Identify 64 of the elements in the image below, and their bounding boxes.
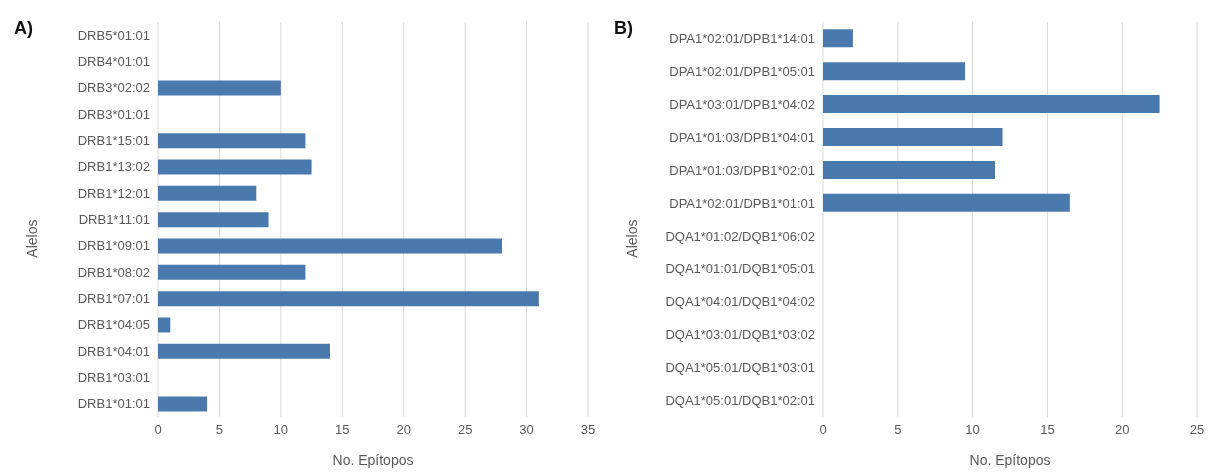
y-tick-label: DRB1*09:01 xyxy=(77,238,150,254)
y-axis-title: Alelos xyxy=(623,219,640,258)
y-tick-label: DRB1*04:01 xyxy=(77,343,150,359)
y-tick-label: DRB1*07:01 xyxy=(77,291,150,307)
x-axis-title: No. Epítopos xyxy=(332,451,414,468)
x-tick-label: 10 xyxy=(965,422,980,438)
y-tick-label: DQA1*05:01/DQB1*02:01 xyxy=(665,393,815,409)
bar xyxy=(158,317,171,333)
bar xyxy=(158,133,306,149)
x-tick-label: 0 xyxy=(154,422,162,438)
y-tick-label: DRB1*03:01 xyxy=(77,370,150,386)
y-tick-label: DPA1*03:01/DPB1*04:02 xyxy=(669,96,815,112)
y-tick-label: DQA1*03:01/DQB1*03:02 xyxy=(665,327,815,343)
y-tick-label: DRB1*12:01 xyxy=(77,185,150,201)
y-tick-label: DQA1*01:02/DQB1*06:02 xyxy=(665,228,815,244)
bar xyxy=(158,80,281,96)
x-tick-label: 25 xyxy=(457,422,473,438)
bar xyxy=(158,159,312,175)
bar xyxy=(158,238,502,254)
x-tick-label: 5 xyxy=(894,422,902,438)
bar xyxy=(158,343,330,359)
bar xyxy=(158,185,257,201)
bar xyxy=(823,29,853,48)
y-tick-label: DRB1*15:01 xyxy=(77,133,150,149)
y-tick-label: DRB1*01:01 xyxy=(77,396,150,412)
y-tick-label: DRB1*13:02 xyxy=(77,159,150,175)
x-axis-title: No. Epítopos xyxy=(969,451,1051,468)
bar xyxy=(823,160,996,179)
bar xyxy=(158,264,306,280)
x-tick-label: 30 xyxy=(519,422,534,438)
y-tick-label: DPA1*02:01/DPB1*01:01 xyxy=(669,195,815,211)
bar xyxy=(823,193,1070,212)
y-tick-label: DQA1*01:01/DQB1*05:01 xyxy=(665,261,815,277)
x-tick-label: 10 xyxy=(273,422,289,438)
y-tick-label: DPA1*02:01/DPB1*14:01 xyxy=(669,31,815,47)
x-tick-label: 35 xyxy=(580,422,596,438)
bar xyxy=(158,212,269,228)
x-tick-label: 20 xyxy=(1114,422,1130,438)
y-tick-label: DRB5*01:01 xyxy=(77,27,150,43)
x-tick-label: 15 xyxy=(335,422,350,438)
x-tick-label: 0 xyxy=(819,422,827,438)
y-tick-label: DRB3*02:02 xyxy=(77,80,150,96)
x-tick-label: 20 xyxy=(396,422,411,438)
y-tick-label: DPA1*01:03/DPB1*04:01 xyxy=(669,129,815,145)
y-tick-label: DRB1*04:05 xyxy=(77,317,150,333)
bar xyxy=(158,396,208,412)
chart-title: A) xyxy=(14,18,33,39)
y-axis-title: Alelos xyxy=(23,219,40,258)
y-tick-label: DQA1*05:01/DQB1*03:01 xyxy=(665,360,815,376)
x-tick-label: 5 xyxy=(215,422,224,438)
bar xyxy=(823,62,966,81)
text: B) xyxy=(614,18,633,39)
y-tick-label: DRB4*01:01 xyxy=(77,54,150,70)
y-tick-label: DRB1*08:02 xyxy=(77,264,150,280)
x-tick-label: 15 xyxy=(1040,422,1055,438)
y-tick-label: DQA1*04:01/DQB1*04:02 xyxy=(665,294,815,310)
x-tick-label: 25 xyxy=(1189,422,1205,438)
bar xyxy=(158,291,539,307)
y-tick-label: DPA1*01:03/DPB1*02:01 xyxy=(669,162,815,178)
y-tick-label: DRB1*11:01 xyxy=(78,212,150,228)
bar xyxy=(823,95,1160,114)
y-tick-label: DPA1*02:01/DPB1*05:01 xyxy=(669,63,815,79)
bar xyxy=(823,127,1003,146)
y-tick-label: DRB3*01:01 xyxy=(77,106,150,122)
